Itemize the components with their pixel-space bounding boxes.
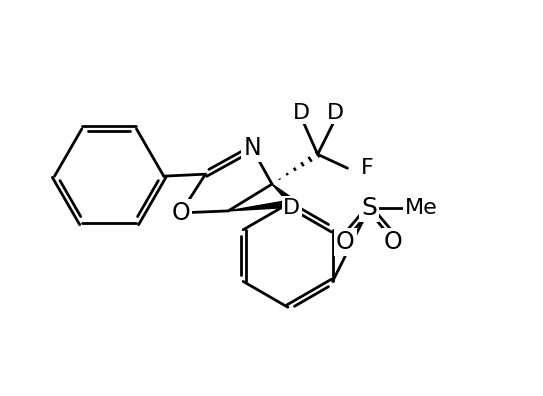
Text: F: F	[361, 158, 374, 178]
Text: O: O	[336, 230, 355, 254]
Text: O: O	[171, 201, 190, 225]
Polygon shape	[228, 200, 288, 211]
Text: O: O	[384, 230, 402, 254]
Text: D: D	[283, 198, 300, 218]
Text: D: D	[293, 103, 311, 123]
Text: Me: Me	[405, 198, 437, 218]
Text: N: N	[243, 136, 261, 160]
Text: S: S	[362, 196, 377, 220]
Text: D: D	[327, 103, 344, 123]
Polygon shape	[272, 184, 292, 202]
